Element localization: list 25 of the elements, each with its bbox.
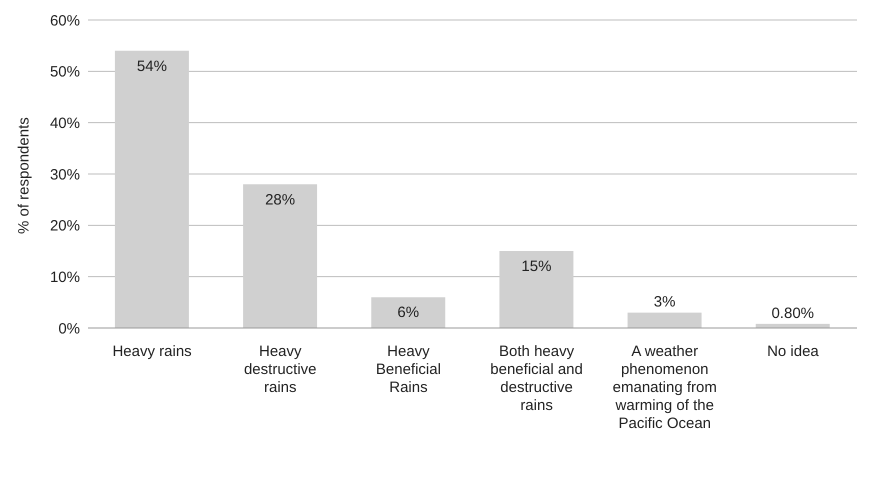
y-tick-label: 10% bbox=[50, 268, 80, 286]
x-tick-label: Heavy rains bbox=[112, 343, 192, 360]
bar bbox=[499, 251, 574, 328]
data-label: 6% bbox=[397, 304, 420, 322]
data-label: 28% bbox=[265, 191, 296, 208]
x-tick-label: No idea bbox=[767, 343, 820, 360]
data-label: 54% bbox=[136, 58, 167, 75]
y-tick-label: 30% bbox=[50, 166, 80, 184]
data-label: 0.80% bbox=[771, 304, 814, 322]
x-tick-label: Heavy Beneficial Rains bbox=[376, 343, 441, 396]
y-axis-title: % of respondents bbox=[15, 117, 32, 234]
bar bbox=[243, 184, 318, 328]
data-label: 15% bbox=[521, 258, 552, 275]
y-tick-label: 40% bbox=[50, 114, 80, 132]
x-tick-label: Heavy destructive rains bbox=[244, 343, 317, 396]
bar bbox=[628, 312, 702, 328]
x-tick-label: A weather phenomenon emanating from warming of the Pacific Ocean bbox=[612, 343, 717, 432]
y-tick-label: 20% bbox=[50, 218, 80, 235]
data-label: 3% bbox=[654, 294, 676, 311]
y-tick-label: 60% bbox=[50, 12, 80, 30]
y-tick-label: 50% bbox=[50, 64, 80, 81]
bar bbox=[371, 297, 446, 328]
bar bbox=[114, 50, 189, 328]
y-tick-label: 0% bbox=[58, 320, 80, 338]
x-tick-label: Both heavy beneficial and destructive rains bbox=[490, 343, 583, 414]
